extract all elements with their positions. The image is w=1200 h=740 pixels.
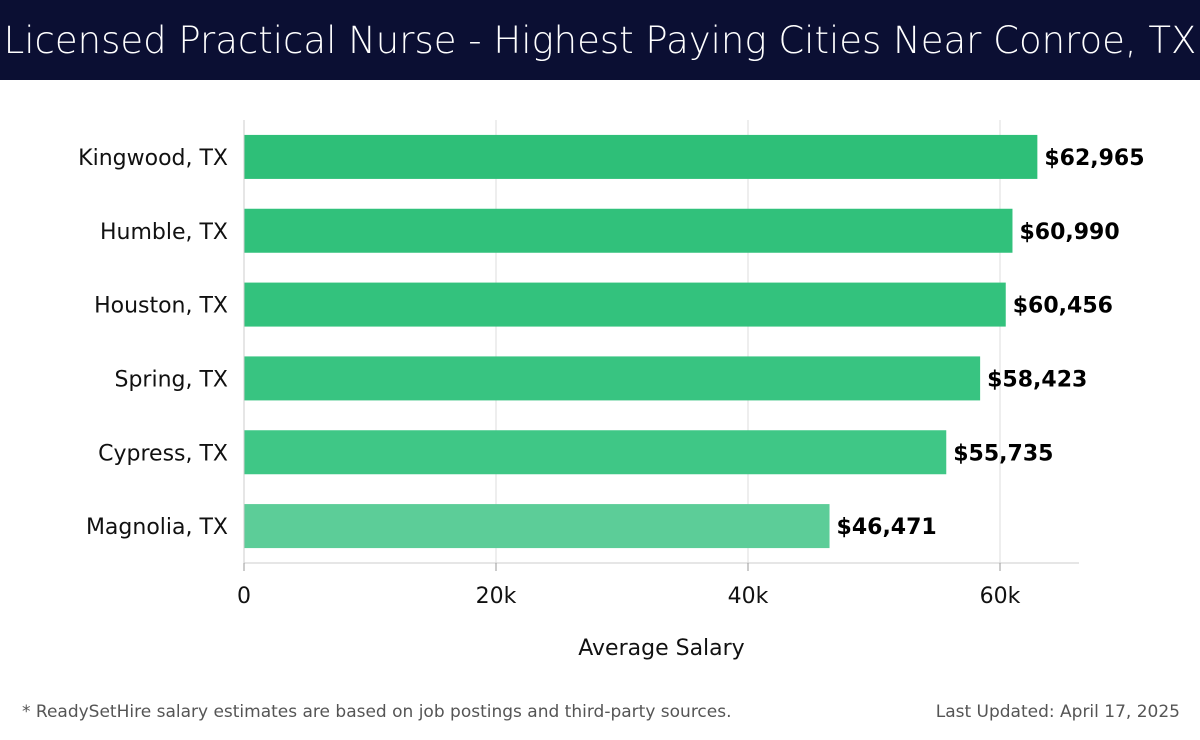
category-label: Spring, TX xyxy=(115,367,229,392)
x-tick-label: 60k xyxy=(980,584,1021,609)
bars xyxy=(244,134,1038,549)
category-label: Kingwood, TX xyxy=(78,146,228,171)
chart-title: Licensed Practical Nurse - Highest Payin… xyxy=(3,18,1197,62)
last-updated: Last Updated: April 17, 2025 xyxy=(935,702,1180,722)
axes: 0 20k 40k 60k Average Salary xyxy=(237,120,1079,661)
labels: Kingwood, TX $62,965 Humble, TX $60,990 Hous… xyxy=(78,146,1144,540)
category-label: Magnolia, TX xyxy=(86,515,228,540)
data-label: $55,735 xyxy=(953,441,1053,466)
bar xyxy=(244,282,1006,327)
bar xyxy=(244,504,830,549)
category-label: Humble, TX xyxy=(100,220,228,245)
category-label: Houston, TX xyxy=(94,294,228,319)
footer-note: * ReadySetHire salary estimates are base… xyxy=(22,702,732,722)
bar xyxy=(244,134,1038,179)
data-label: $62,965 xyxy=(1044,146,1144,171)
grid-lines xyxy=(495,120,1001,563)
x-tick-label: 0 xyxy=(237,584,251,609)
bar-chart: 0 20k 40k 60k Average Salary Kingwood, TX $62… xyxy=(78,120,1145,661)
x-tick-label: 20k xyxy=(476,584,517,609)
data-label: $58,423 xyxy=(987,367,1087,392)
x-axis-title: Average Salary xyxy=(578,636,744,661)
data-label: $60,990 xyxy=(1019,220,1119,245)
title-bar: Licensed Practical Nurse - Highest Payin… xyxy=(0,0,1200,80)
data-label: $46,471 xyxy=(837,515,937,540)
bar xyxy=(244,208,1013,253)
x-tick-label: 40k xyxy=(728,584,769,609)
data-label: $60,456 xyxy=(1013,294,1113,319)
bar xyxy=(244,356,981,401)
category-label: Cypress, TX xyxy=(98,441,228,466)
bar xyxy=(244,430,947,475)
